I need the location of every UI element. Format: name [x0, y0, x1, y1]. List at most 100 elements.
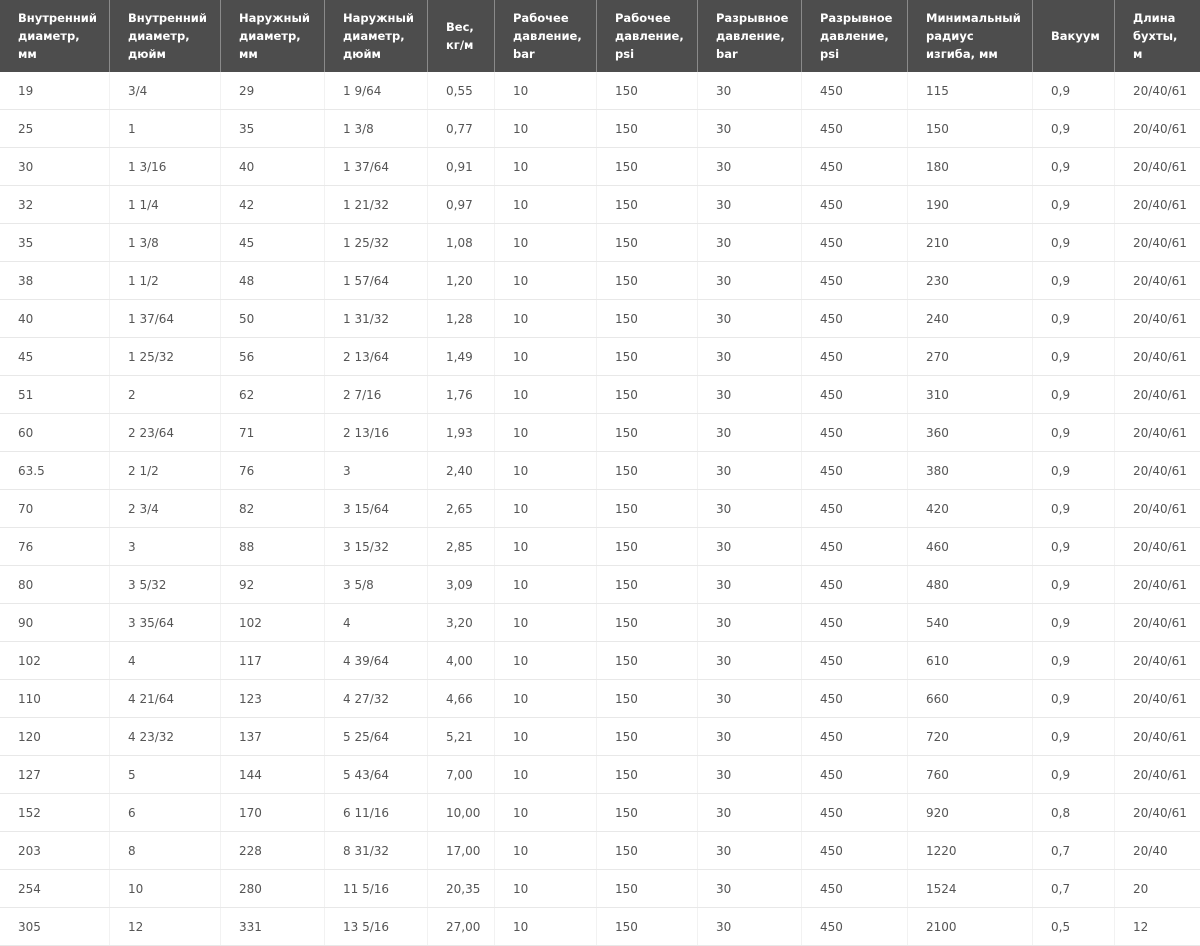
table-cell: 240 [908, 300, 1033, 337]
table-cell: 150 [597, 604, 698, 641]
table-row: 60 2 23/64 71 2 13/16 1,93 10 150 30 450 360 0,9 20… [0, 414, 1200, 452]
table-cell: 76 [221, 452, 325, 489]
table-row: 110 4 21/64 123 4 27/32 4,66 10 150 30 450 660 0,9… [0, 680, 1200, 718]
table-cell: 30 [698, 414, 802, 451]
table-cell: 0,9 [1033, 186, 1115, 223]
table-cell: 450 [802, 72, 908, 109]
table-cell: 0,55 [428, 72, 495, 109]
table-cell: 150 [597, 262, 698, 299]
table-cell: 30 [698, 300, 802, 337]
table-row: 35 1 3/8 45 1 25/32 1,08 10 150 30 450 210 0,9 20/4… [0, 224, 1200, 262]
table-cell: 0,9 [1033, 452, 1115, 489]
table-cell: 150 [597, 642, 698, 679]
table-cell: 1 3/8 [325, 110, 428, 147]
table-cell: 150 [597, 338, 698, 375]
table-cell: 152 [0, 794, 110, 831]
table-cell: 20/40/61 [1133, 539, 1187, 554]
table-cell: 30 [698, 72, 802, 109]
table-cell: 1,28 [428, 300, 495, 337]
table-cell: 0,97 [428, 186, 495, 223]
table-cell: 0,9 [1033, 72, 1115, 109]
table-cell: 20/40/61 [1133, 159, 1187, 174]
table-cell: 20/40/61 [1133, 121, 1187, 136]
table-cell: 1 31/32 [325, 300, 428, 337]
table-cell: 35 [221, 110, 325, 147]
table-cell: 30 [698, 718, 802, 755]
table-cell: 150 [597, 566, 698, 603]
table-cell: 1 1/2 [110, 262, 221, 299]
table-cell: 12 [1133, 919, 1149, 934]
table-cell: 20/40/61 [1133, 349, 1187, 364]
table-cell: 450 [802, 794, 908, 831]
table-cell: 30 [698, 338, 802, 375]
table-cell: 20/40/61 [1133, 197, 1187, 212]
table-cell: 30 [698, 832, 802, 869]
table-cell: 20 [1133, 881, 1149, 896]
table-cell: 0,7 [1033, 870, 1115, 907]
table-cell: 20/40/61 [1133, 311, 1187, 326]
table-cell: 42 [221, 186, 325, 223]
table-cell: 450 [802, 186, 908, 223]
table-cell: 450 [802, 642, 908, 679]
table-cell: 10 [495, 756, 597, 793]
table-cell: 20/40/61 [1133, 767, 1187, 782]
table-cell: 450 [802, 832, 908, 869]
header-cell: Вес, кг/м [428, 0, 495, 72]
table-cell: 45 [221, 224, 325, 261]
table-cell: 450 [802, 528, 908, 565]
table-cell: 331 [221, 908, 325, 945]
table-cell: 920 [908, 794, 1033, 831]
table-cell: 10 [495, 110, 597, 147]
table-cell: 450 [802, 148, 908, 185]
table-cell: 450 [802, 300, 908, 337]
table-cell: 11 5/16 [325, 870, 428, 907]
table-cell: 170 [221, 794, 325, 831]
table-cell: 40 [0, 300, 110, 337]
table-cell: 6 [110, 794, 221, 831]
table-cell: 2 3/4 [110, 490, 221, 527]
table-cell: 110 [0, 680, 110, 717]
table-cell: 3/4 [110, 72, 221, 109]
table-cell: 0,9 [1033, 224, 1115, 261]
table-cell: 180 [908, 148, 1033, 185]
table-cell: 0,9 [1033, 566, 1115, 603]
table-cell: 35 [0, 224, 110, 261]
table-row: 63.5 2 1/2 76 3 2,40 10 150 30 450 380 0,9 20/40/61 [0, 452, 1200, 490]
table-cell: 10 [495, 338, 597, 375]
table-cell: 90 [0, 604, 110, 641]
table-cell: 123 [221, 680, 325, 717]
table-cell: 203 [0, 832, 110, 869]
table-cell: 1 25/32 [110, 338, 221, 375]
table-cell: 10 [495, 414, 597, 451]
table-cell: 380 [908, 452, 1033, 489]
table-cell: 20/40/61 [1133, 615, 1187, 630]
table-cell: 4 39/64 [325, 642, 428, 679]
table-cell: 150 [597, 908, 698, 945]
table-cell: 8 31/32 [325, 832, 428, 869]
table-cell: 0,9 [1033, 528, 1115, 565]
table-cell: 30 [698, 604, 802, 641]
table-cell: 450 [802, 490, 908, 527]
table-cell: 420 [908, 490, 1033, 527]
table-cell: 5 [110, 756, 221, 793]
table-cell: 540 [908, 604, 1033, 641]
table-cell: 20/40/61 [1133, 273, 1187, 288]
table-cell: 254 [0, 870, 110, 907]
table-cell: 4 23/32 [110, 718, 221, 755]
table-cell: 1 21/32 [325, 186, 428, 223]
table-row: 19 3/4 29 1 9/64 0,55 10 150 30 450 115 0,9 20/40/6… [0, 72, 1200, 110]
table-cell: 13 5/16 [325, 908, 428, 945]
table-cell: 150 [597, 870, 698, 907]
table-cell: 0,9 [1033, 148, 1115, 185]
table-cell: 450 [802, 566, 908, 603]
table-cell: 12 [110, 908, 221, 945]
header-cell: Наружный диаметр, дюйм [325, 0, 428, 72]
table-cell: 460 [908, 528, 1033, 565]
header-cell: Разрывное давление, bar [698, 0, 802, 72]
header-cell: Разрывное давление, psi [802, 0, 908, 72]
table-cell: 3,09 [428, 566, 495, 603]
table-cell: 1,76 [428, 376, 495, 413]
table-cell: 30 [698, 452, 802, 489]
table-cell: 0,9 [1033, 110, 1115, 147]
